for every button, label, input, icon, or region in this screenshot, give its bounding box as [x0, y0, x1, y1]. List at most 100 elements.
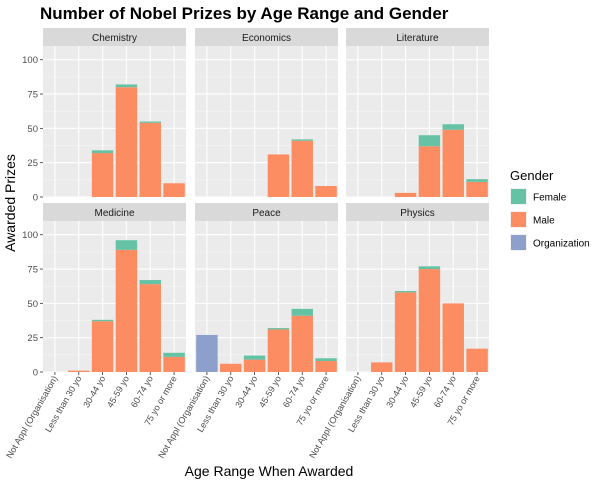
bar-male	[220, 363, 242, 372]
bar-male	[91, 153, 114, 197]
bar-male	[163, 356, 185, 372]
bar-male	[442, 303, 464, 372]
bar-male	[371, 362, 393, 372]
y-tick-label: 50	[27, 124, 38, 135]
facet-strip-label: Medicine	[94, 208, 134, 219]
bar-male	[466, 348, 488, 372]
legend-label: Male	[533, 216, 555, 227]
plot-area: Chemistry 0 25 50 75 100 Economics Literature Me…	[4, 28, 489, 460]
bar-female	[91, 319, 114, 322]
bar-female	[139, 280, 161, 285]
bar-organization	[196, 334, 218, 372]
facet-strip-label: Physics	[400, 208, 434, 219]
facet-strip	[346, 28, 489, 46]
facet-strip	[346, 203, 489, 221]
y-tick-label: 50	[27, 299, 38, 310]
x-tick-label: 30-44 yo	[81, 374, 107, 409]
bar-male	[68, 370, 90, 372]
bar-male	[442, 129, 464, 197]
x-tick-label: 45-59 yo	[257, 374, 283, 409]
bar-male	[394, 192, 417, 197]
x-axis-label: Age Range When Awarded	[185, 463, 354, 479]
facet-panel-chemistry: Chemistry 0 25 50 75 100	[22, 28, 186, 204]
bar-male	[91, 321, 114, 372]
bar-female	[315, 358, 337, 362]
bar-male	[163, 183, 185, 197]
y-tick-label: 0	[33, 368, 38, 379]
bar-male	[139, 284, 161, 372]
facet-panel-economics: Economics	[195, 28, 338, 198]
legend-item-male: Male	[510, 211, 555, 228]
bar-female	[394, 291, 417, 293]
x-tick-label: 30-44 yo	[384, 374, 410, 409]
facet-strip-label: Chemistry	[92, 33, 137, 44]
y-tick-label: 100	[22, 55, 38, 66]
bar-female	[91, 150, 114, 154]
legend-label: Female	[533, 193, 567, 204]
bar-male	[115, 249, 138, 372]
bar-male	[267, 329, 290, 372]
panel-background	[43, 46, 186, 197]
bar-male	[291, 140, 313, 197]
facet-strip-label: Peace	[252, 208, 281, 219]
facet-strip	[195, 28, 338, 46]
x-tick-label: 45-59 yo	[105, 374, 131, 409]
panel-background	[346, 46, 489, 197]
legend-item-organization: Organization	[510, 234, 590, 251]
facet-strip	[43, 28, 186, 46]
bar-male	[466, 181, 488, 197]
bar-male	[115, 87, 138, 197]
facet-strip	[195, 203, 338, 221]
bar-male	[394, 292, 417, 372]
y-tick-label: 75	[27, 265, 38, 276]
legend-swatch	[511, 212, 526, 227]
bar-male	[315, 361, 337, 372]
chart-title: Number of Nobel Prizes by Age Range and …	[40, 4, 449, 23]
x-tick-label: 45-59 yo	[408, 374, 434, 409]
bar-female	[163, 352, 185, 357]
bar-female	[267, 328, 290, 330]
legend-item-female: Female	[510, 188, 567, 205]
panel-background	[195, 221, 338, 372]
bar-female	[115, 84, 138, 88]
facet-panel-literature: Literature	[346, 28, 489, 198]
bar-male	[418, 269, 441, 372]
bar-female	[418, 266, 441, 270]
legend-swatch	[511, 235, 526, 250]
x-tick-label: 60-74 yo	[281, 374, 307, 409]
y-tick-label: 75	[27, 90, 38, 101]
bar-male	[139, 122, 161, 197]
bar-male	[267, 154, 290, 197]
bar-male	[243, 359, 266, 372]
legend-title: Gender	[510, 168, 554, 183]
panel-background	[43, 221, 186, 372]
bar-female	[291, 308, 313, 316]
bar-female	[291, 139, 313, 141]
bar-male	[291, 315, 313, 372]
y-tick-label: 25	[27, 158, 38, 169]
y-tick-label: 25	[27, 333, 38, 344]
bar-female	[243, 355, 266, 360]
panel-background	[195, 46, 338, 197]
facet-strip-label: Economics	[242, 33, 291, 44]
x-tick-label: 60-74 yo	[432, 374, 458, 409]
facet-strip-label: Literature	[396, 33, 439, 44]
bar-female	[115, 240, 138, 250]
y-tick-label: 0	[33, 193, 38, 204]
legend-label: Organization	[533, 239, 590, 250]
bar-female	[139, 121, 161, 123]
panel-background	[346, 221, 489, 372]
legend-swatch	[511, 189, 526, 204]
y-tick-label: 100	[22, 230, 38, 241]
x-tick-label: 60-74 yo	[129, 374, 155, 409]
bar-male	[315, 186, 337, 197]
bar-male	[418, 146, 441, 197]
bar-female	[442, 124, 464, 130]
facet-strip	[43, 203, 186, 221]
x-tick-label: 30-44 yo	[233, 374, 259, 409]
bar-female	[418, 135, 441, 147]
legend: Female Male Organization	[510, 188, 590, 251]
